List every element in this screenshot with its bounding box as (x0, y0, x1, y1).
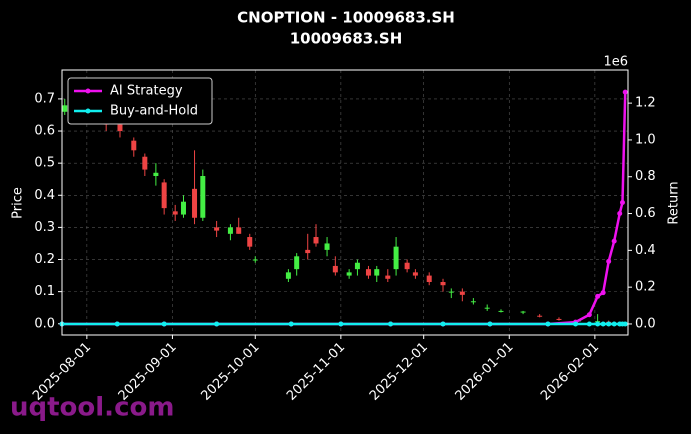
candle-body (440, 282, 446, 286)
candle-body (285, 272, 291, 279)
y2-offset-label: 1e6 (603, 55, 628, 70)
return-marker (586, 321, 592, 327)
candle-body (332, 265, 338, 273)
candle-body (200, 176, 206, 218)
y-tick-label: 0.5 (34, 156, 55, 171)
candle-body (385, 275, 391, 279)
candle-body (313, 237, 319, 244)
candle-body (161, 182, 167, 209)
return-marker (214, 321, 220, 327)
candle-body (172, 211, 178, 215)
candle-body (142, 156, 148, 170)
chart-title: CNOPTION - 10009683.SH (237, 9, 455, 27)
return-marker (611, 321, 617, 327)
x-tick-label: 2025-11-01 (284, 340, 348, 404)
return-marker (606, 321, 612, 327)
y-tick-label: 0.1 (34, 284, 55, 299)
return-marker (600, 290, 606, 296)
return-marker (606, 258, 612, 264)
candle-body (459, 291, 465, 295)
watermark: uqtool.com (10, 393, 174, 423)
y2-tick-label: 0.8 (635, 169, 656, 184)
y2-axis-label: Return (667, 181, 682, 224)
return-marker (622, 89, 628, 95)
return-marker (600, 321, 606, 327)
return-marker (114, 321, 120, 327)
candle-body (484, 307, 490, 309)
y-tick-label: 0.2 (34, 252, 55, 267)
candle-body (62, 105, 68, 112)
candle-body (324, 243, 330, 250)
return-marker (586, 312, 592, 318)
candle-body (404, 262, 410, 270)
candle-body (354, 262, 360, 270)
return-marker (388, 321, 394, 327)
plot-frame (61, 69, 629, 336)
candle-body (556, 318, 562, 320)
candle-body (305, 249, 311, 254)
candle-body (131, 140, 137, 151)
candle-body (180, 201, 186, 215)
return-marker (487, 321, 493, 327)
y-tick-label: 0.4 (34, 188, 55, 203)
candle-body (393, 246, 399, 270)
return-marker (617, 211, 623, 217)
legend-label: AI Strategy (110, 84, 183, 99)
y2-tick-label: 1.0 (635, 132, 656, 147)
candle-body (365, 269, 371, 276)
candle-body (247, 237, 253, 247)
candle-body (412, 272, 418, 276)
candle-body (192, 188, 198, 218)
legend: AI Strategy Buy-and-Hold (67, 77, 213, 125)
y-axis-label: Price (11, 187, 26, 219)
candle-body (374, 269, 380, 276)
return-marker (595, 321, 601, 327)
y2-tick-label: 0.0 (635, 316, 656, 331)
legend-swatch-marker (85, 108, 91, 114)
candle-body (227, 227, 233, 234)
candle-body (252, 259, 258, 261)
return-marker (545, 321, 551, 327)
candle-body (426, 275, 432, 282)
y-tick-label: 0.3 (34, 220, 55, 235)
candle-body (117, 124, 123, 132)
candle-body (294, 256, 300, 270)
x-tick-label: 2026-01-01 (453, 340, 517, 404)
legend-swatch-marker (85, 88, 91, 94)
candle-body (470, 301, 476, 303)
return-line (62, 92, 627, 326)
legend-label: Buy-and-Hold (110, 104, 198, 119)
return-marker (338, 321, 344, 327)
candle-body (448, 291, 454, 293)
candle-body (214, 227, 220, 231)
y2-tick-label: 0.4 (635, 243, 656, 258)
return-marker (161, 321, 167, 327)
y2-tick-label: 1.2 (635, 96, 656, 111)
x-tick-label: 2025-10-01 (199, 340, 263, 404)
y-tick-label: 0.0 (34, 316, 55, 331)
return-marker (595, 293, 601, 299)
return-marker (573, 321, 579, 327)
return-marker (440, 321, 446, 327)
return-marker (288, 321, 294, 327)
chart-subtitle: 10009683.SH (290, 30, 403, 48)
y2-tick-label: 0.2 (635, 280, 656, 295)
y-tick-label: 0.6 (34, 124, 55, 139)
y2-tick-label: 0.6 (635, 206, 656, 221)
return-marker (619, 200, 625, 205)
candle-body (537, 315, 543, 317)
x-tick-label: 2026-02-01 (538, 340, 602, 404)
candle-body (236, 227, 242, 234)
return-marker (611, 238, 617, 244)
return-marker (622, 321, 628, 327)
candle-body (346, 272, 352, 276)
candle-body (520, 311, 526, 313)
legend-box (67, 77, 213, 125)
candle-body (153, 172, 159, 176)
candle-body (498, 310, 504, 312)
x-tick-label: 2025-12-01 (367, 340, 431, 404)
y-tick-label: 0.7 (34, 91, 55, 106)
